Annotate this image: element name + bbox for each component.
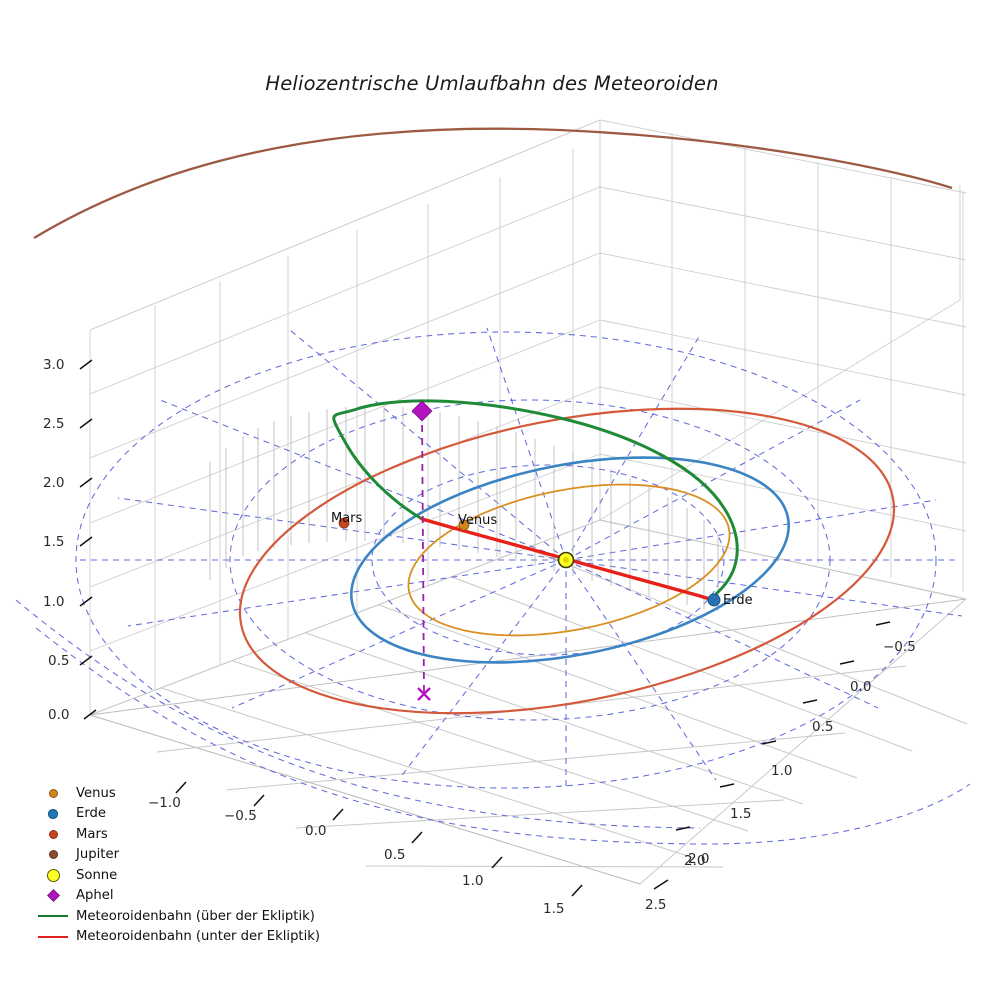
point-label-venus: Venus	[458, 513, 498, 528]
legend-label: Meteoroidenbahn (unter der Ekliptik)	[76, 929, 321, 945]
axis-tick-label-z-0: 3.0	[43, 357, 65, 373]
orbit-erde	[350, 456, 790, 664]
legend-label: Sonne	[76, 867, 118, 883]
legend: Venus Erde Mars Jupiter Sonne Aphel Meteoroide…	[30, 783, 330, 947]
legend-label: Meteoroidenbahn (über der Ekliptik)	[76, 908, 315, 924]
orbit-mars	[238, 407, 896, 715]
legend-label: Jupiter	[76, 847, 119, 863]
axis-tick-label-z-1: 2.5	[43, 416, 65, 432]
point-label-erde: Erde	[723, 593, 753, 608]
axis-tick-label-z-6: 0.0	[48, 707, 70, 723]
orbit-venus	[407, 483, 731, 637]
ecliptic-reference-grid	[15, 327, 971, 845]
axis-tick-label-x-0: −1.0	[148, 795, 181, 811]
venus-marker	[458, 519, 470, 531]
orbit-jupiter	[33, 127, 953, 239]
pane-wireframe	[89, 119, 967, 716]
axis-tick-label-x-5: 1.5	[543, 901, 565, 917]
aphel-projection-marker	[417, 687, 431, 701]
legend-dot-icon	[48, 788, 58, 798]
axis-tick-label-x-6: 2.0	[684, 853, 706, 869]
axis-tick-label-y-4: 1.5	[730, 806, 752, 822]
legend-dot-icon	[46, 868, 60, 882]
page-title: Heliozentrische Umlaufbahn des Meteoroid…	[265, 72, 719, 95]
point-label-mars: Mars	[331, 511, 363, 526]
legend-item-0[interactable]: Venus	[30, 783, 330, 804]
axis-tick-label-y-1: 0.0	[850, 679, 872, 695]
legend-item-4[interactable]: Sonne	[30, 865, 330, 886]
axis-tick-label-y-5: 2.0	[688, 851, 710, 867]
legend-diamond-icon	[46, 889, 60, 903]
legend-dot-icon	[48, 829, 58, 839]
legend-line-icon	[38, 915, 68, 918]
axis-tick-label-x-4: 1.0	[462, 873, 484, 889]
legend-label: Aphel	[76, 888, 114, 904]
axis-tick-label-x-3: 0.5	[384, 847, 406, 863]
legend-item-3[interactable]: Jupiter	[30, 845, 330, 866]
axis-tick-label-y-2: 0.5	[812, 719, 834, 735]
meteoroid-stem-lines	[209, 406, 719, 611]
legend-item-7[interactable]: Meteoroidenbahn (unter der Ekliptik)	[30, 927, 330, 948]
aphel-marker	[411, 400, 433, 422]
mars-marker	[338, 517, 350, 529]
legend-dot-icon	[48, 850, 58, 860]
axis-tick-label-z-3: 1.5	[43, 534, 65, 550]
legend-dot-icon	[48, 809, 58, 819]
axis-tick-label-x-2: 0.0	[305, 823, 327, 839]
legend-item-1[interactable]: Erde	[30, 804, 330, 825]
legend-label: Mars	[76, 826, 108, 842]
meteoroid-orbit-below-ecliptic	[420, 517, 716, 602]
axis-tick-label-y-0: −0.5	[883, 639, 916, 655]
axis-tick-label-x-7: 2.5	[645, 897, 667, 913]
sonne-marker	[557, 551, 575, 569]
legend-item-5[interactable]: Aphel	[30, 886, 330, 907]
legend-line-icon	[38, 935, 68, 938]
axis-tick-label-z-2: 2.0	[43, 475, 65, 491]
legend-label: Erde	[76, 806, 107, 822]
axis-tick-marks	[79, 359, 891, 897]
erde-marker	[707, 593, 721, 607]
legend-item-6[interactable]: Meteoroidenbahn (über der Ekliptik)	[30, 906, 330, 927]
axis-tick-label-x-1: −0.5	[224, 808, 257, 824]
axis-tick-label-y-3: 1.0	[771, 763, 793, 779]
axis-tick-label-z-4: 1.0	[43, 594, 65, 610]
axis-tick-label-z-5: 0.5	[48, 653, 70, 669]
legend-label: Venus	[76, 785, 116, 801]
meteoroid-orbit-above-ecliptic	[332, 399, 739, 596]
legend-item-2[interactable]: Mars	[30, 824, 330, 845]
